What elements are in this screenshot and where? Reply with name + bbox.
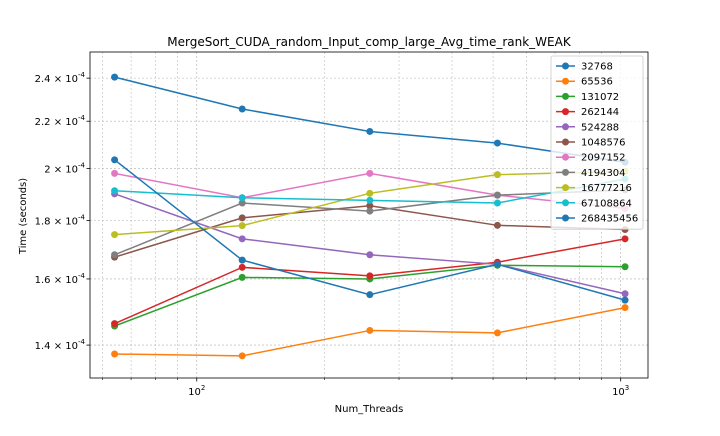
data-point bbox=[366, 189, 374, 197]
legend-label: 16777216 bbox=[581, 183, 632, 194]
data-point bbox=[366, 207, 374, 215]
legend-swatch-marker bbox=[562, 153, 569, 161]
legend-entry: 131072 bbox=[556, 92, 619, 103]
legend-entry: 524288 bbox=[556, 122, 619, 133]
y-tick-label: 2.4 × 10-4 bbox=[35, 71, 86, 85]
data-point bbox=[621, 290, 629, 298]
data-point bbox=[111, 320, 119, 328]
data-point bbox=[238, 263, 246, 271]
data-point bbox=[366, 291, 374, 299]
data-point bbox=[238, 194, 246, 202]
legend-box bbox=[550, 55, 644, 230]
legend-label: 2097152 bbox=[581, 153, 626, 164]
legend-swatch-marker bbox=[562, 108, 569, 116]
data-point bbox=[493, 221, 501, 229]
series-line bbox=[114, 76, 626, 164]
legend-swatch-marker bbox=[562, 77, 569, 85]
data-point bbox=[111, 169, 119, 177]
x-tick-label: 102 bbox=[188, 384, 205, 398]
data-point bbox=[238, 352, 246, 360]
legend-swatch-marker bbox=[562, 214, 569, 222]
data-point bbox=[493, 139, 501, 147]
legend-label: 131072 bbox=[581, 92, 619, 103]
data-point bbox=[238, 256, 246, 264]
data-point bbox=[493, 260, 501, 268]
plot-frame bbox=[89, 51, 649, 379]
data-point bbox=[238, 235, 246, 243]
legend-entry: 4194304 bbox=[556, 168, 626, 179]
series-262144 bbox=[111, 235, 629, 328]
legend-entry: 16777216 bbox=[556, 183, 632, 194]
legend-label: 1048576 bbox=[581, 138, 626, 149]
legend-swatch-marker bbox=[562, 138, 569, 146]
legend-entry: 268435456 bbox=[556, 214, 638, 225]
y-tick-label: 2 × 10-4 bbox=[44, 161, 85, 175]
data-point bbox=[238, 105, 246, 113]
y-tick-label: 1.6 × 10-4 bbox=[35, 272, 86, 286]
data-point bbox=[621, 296, 629, 304]
legend-label: 67108864 bbox=[581, 198, 632, 209]
data-point bbox=[493, 199, 501, 207]
legend-label: 4194304 bbox=[581, 168, 626, 179]
data-point bbox=[366, 326, 374, 334]
data-point bbox=[111, 73, 119, 81]
legend-swatch-marker bbox=[562, 184, 569, 192]
data-point bbox=[493, 329, 501, 337]
series-268435456 bbox=[111, 156, 629, 304]
data-point bbox=[493, 191, 501, 199]
data-point bbox=[238, 273, 246, 281]
series-4194304 bbox=[111, 186, 629, 259]
data-point bbox=[366, 202, 374, 210]
y-tick-label: 1.4 × 10-4 bbox=[35, 338, 86, 352]
data-point bbox=[111, 156, 119, 164]
data-point bbox=[238, 222, 246, 230]
data-point bbox=[111, 350, 119, 358]
x-axis-label: Num_Threads bbox=[335, 404, 404, 415]
data-point bbox=[111, 187, 119, 195]
legend-label: 262144 bbox=[581, 107, 619, 118]
legend-swatch-marker bbox=[562, 199, 569, 207]
data-point bbox=[238, 199, 246, 207]
legend-entry: 262144 bbox=[556, 107, 619, 118]
y-tick-label: 1.8 × 10-4 bbox=[35, 214, 86, 228]
data-point bbox=[621, 263, 629, 271]
x-tick-label: 103 bbox=[612, 384, 629, 398]
legend-label: 32768 bbox=[581, 62, 613, 73]
legend-label: 268435456 bbox=[581, 214, 638, 225]
series-65536 bbox=[111, 304, 629, 360]
series-32768 bbox=[111, 73, 629, 166]
data-point bbox=[366, 196, 374, 204]
legend-entry: 32768 bbox=[556, 62, 613, 73]
legend: 32768 65536 131072 262144 524288 1048576 20971… bbox=[550, 55, 644, 230]
data-point bbox=[366, 169, 374, 177]
legend-entry: 2097152 bbox=[556, 153, 626, 164]
legend-swatch-marker bbox=[562, 92, 569, 100]
data-point bbox=[366, 251, 374, 259]
axis-ticks: 102 103 1.4 × 10-4 1.6 × 10-4 1.8 × 10-4 2 × … bbox=[35, 71, 630, 398]
legend-entry: 65536 bbox=[556, 77, 613, 88]
data-point bbox=[238, 214, 246, 222]
y-tick-label: 2.2 × 10-4 bbox=[35, 114, 86, 128]
legend-swatch-marker bbox=[562, 168, 569, 176]
legend-swatch-marker bbox=[562, 123, 569, 131]
data-point bbox=[621, 235, 629, 243]
legend-label: 65536 bbox=[581, 77, 613, 88]
chart-title: MergeSort_CUDA_random_Input_comp_large_A… bbox=[167, 35, 572, 49]
legend-swatch-marker bbox=[562, 62, 569, 70]
y-axis-label: Time (seconds) bbox=[18, 178, 29, 255]
data-point bbox=[366, 127, 374, 135]
data-point bbox=[366, 272, 374, 280]
data-point bbox=[493, 171, 501, 179]
legend-entry: 67108864 bbox=[556, 198, 632, 209]
legend-entry: 1048576 bbox=[556, 138, 626, 149]
data-point bbox=[111, 231, 119, 239]
data-point bbox=[111, 251, 119, 259]
data-point bbox=[621, 304, 629, 312]
legend-label: 524288 bbox=[581, 122, 619, 133]
